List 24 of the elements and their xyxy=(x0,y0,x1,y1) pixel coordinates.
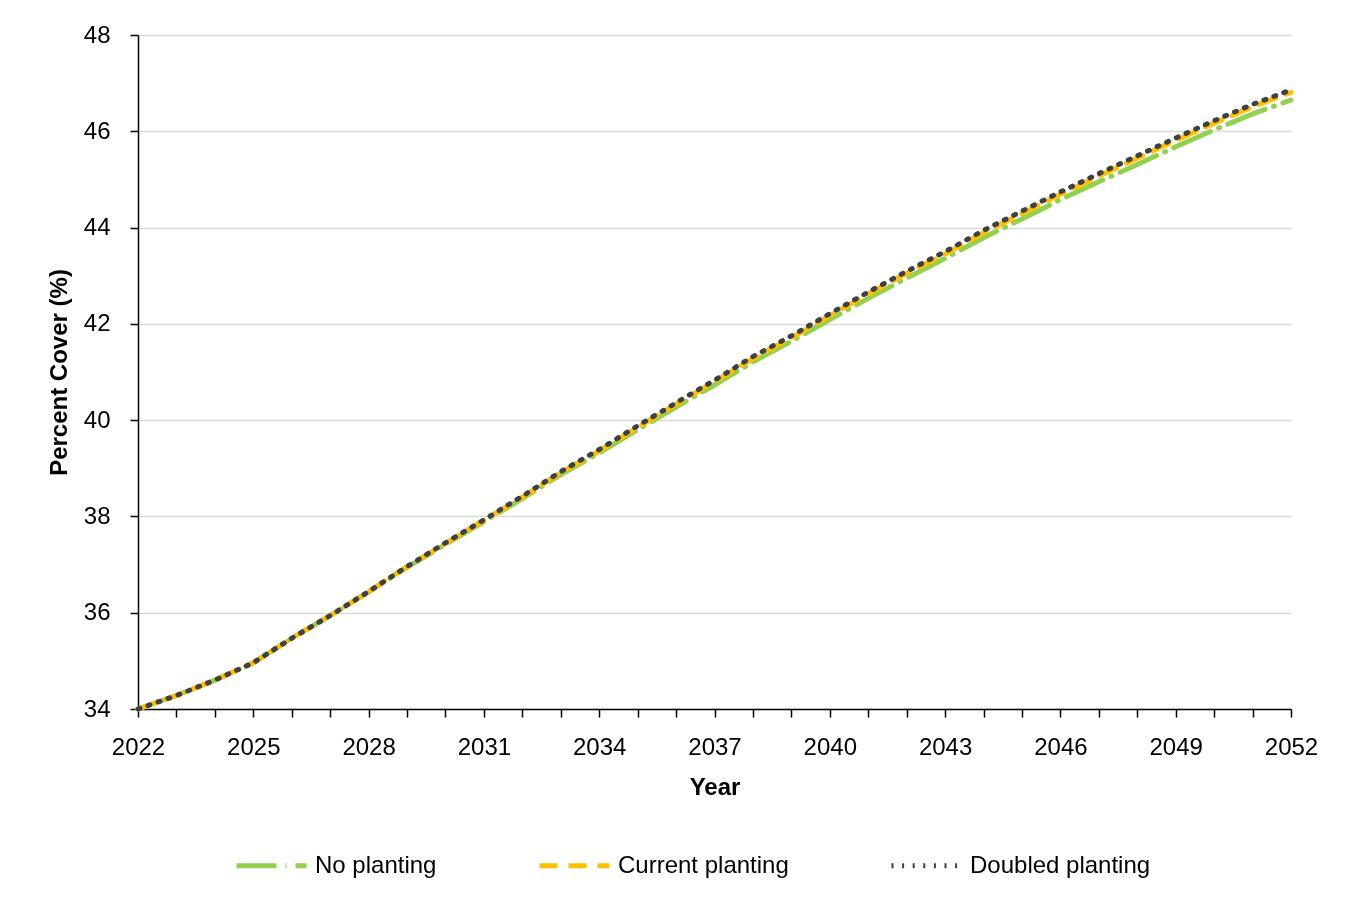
y-tick-label: 48 xyxy=(83,20,111,48)
y-axis-title: Percent Cover (%) xyxy=(44,269,72,476)
x-tick-label: 2034 xyxy=(573,732,627,760)
y-tick-label: 46 xyxy=(83,116,111,144)
y-tick-label: 38 xyxy=(83,501,111,529)
y-tick-label: 36 xyxy=(83,598,111,626)
y-tick-label: 34 xyxy=(83,694,111,722)
y-tick-label: 42 xyxy=(83,309,111,337)
x-tick-label: 2046 xyxy=(1034,732,1088,760)
legend-label: Doubled planting xyxy=(970,850,1151,878)
x-tick-label: 2040 xyxy=(803,732,857,760)
legend-label: Current planting xyxy=(618,850,789,878)
x-tick-label: 2043 xyxy=(918,732,973,760)
x-tick-label: 2049 xyxy=(1149,732,1203,760)
x-tick-label: 2052 xyxy=(1264,732,1319,760)
x-tick-label: 2037 xyxy=(688,732,742,760)
x-axis-title: Year xyxy=(689,772,741,800)
x-tick-label: 2022 xyxy=(111,732,166,760)
x-tick-label: 2028 xyxy=(342,732,396,760)
x-tick-label: 2031 xyxy=(457,732,512,760)
x-tick-label: 2025 xyxy=(227,732,281,760)
y-tick-label: 40 xyxy=(83,405,111,433)
legend-label: No planting xyxy=(315,850,437,878)
y-tick-label: 44 xyxy=(83,213,111,241)
